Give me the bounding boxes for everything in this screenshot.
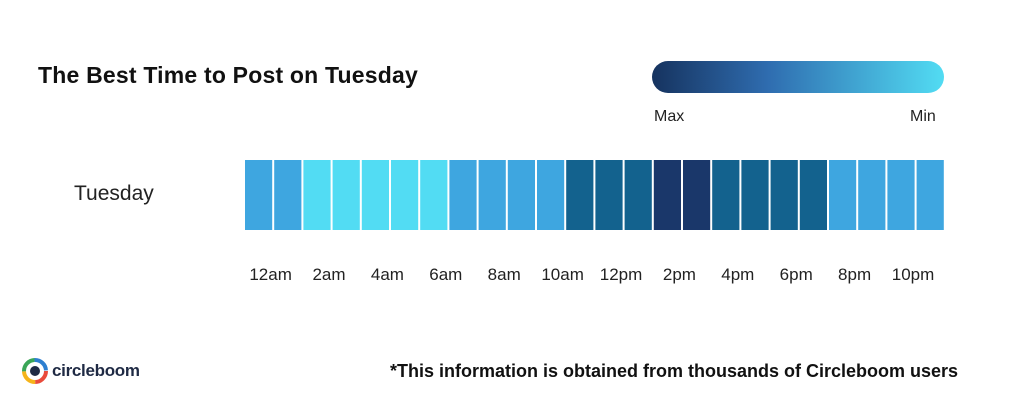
heatmap-cell-8am [478, 160, 506, 230]
heatmap-cell-12pm [595, 160, 623, 230]
x-tick-label-10pm: 10pm [892, 265, 935, 284]
x-tick-label-12pm: 12pm [600, 265, 643, 284]
legend-max-label: Max [654, 108, 685, 125]
logo-wordmark: circleboom [52, 361, 140, 380]
x-tick-label-8am: 8am [488, 265, 521, 284]
heatmap-cell-12am [245, 160, 273, 230]
x-tick-label-8pm: 8pm [838, 265, 871, 284]
heatmap-cell-6am [420, 160, 448, 230]
heatmap-cell-4pm [712, 160, 740, 230]
heatmap-cell-3am [332, 160, 360, 230]
legend-gradient-bar [652, 61, 944, 93]
heatmap-cell-1am [274, 160, 302, 230]
heatmap-cell-9pm [858, 160, 886, 230]
heatmap-cell-10pm [887, 160, 915, 230]
heatmap-cell-5pm [741, 160, 769, 230]
x-tick-label-2pm: 2pm [663, 265, 696, 284]
footnote: *This information is obtained from thous… [390, 361, 959, 381]
x-tick-label-6am: 6am [429, 265, 462, 284]
x-tick-label-10am: 10am [541, 265, 584, 284]
heatmap-cell-11am [566, 160, 594, 230]
heatmap-cell-6pm [770, 160, 798, 230]
x-tick-label-6pm: 6pm [780, 265, 813, 284]
heatmap-cell-8pm [829, 160, 857, 230]
chart-title: The Best Time to Post on Tuesday [38, 62, 419, 88]
legend-min-label: Min [910, 108, 936, 125]
x-tick-label-4pm: 4pm [721, 265, 754, 284]
heatmap-cell-2am [303, 160, 331, 230]
heatmap-cell-7am [449, 160, 477, 230]
heatmap-cell-10am [537, 160, 565, 230]
heatmap-cell-7pm [799, 160, 827, 230]
x-tick-label-2am: 2am [312, 265, 345, 284]
x-tick-label-12am: 12am [249, 265, 292, 284]
circleboom-logo: circleboom [22, 356, 140, 386]
heatmap-cell-5am [391, 160, 419, 230]
heatmap-cell-2pm [653, 160, 681, 230]
heatmap-row-label: Tuesday [74, 182, 154, 205]
heatmap-cell-4am [361, 160, 389, 230]
heatmap-cell-9am [507, 160, 535, 230]
x-tick-label-4am: 4am [371, 265, 404, 284]
heatmap-cell-3pm [683, 160, 711, 230]
heatmap-cell-1pm [624, 160, 652, 230]
circleboom-logo-icon [22, 358, 48, 384]
heatmap-cell-11pm [916, 160, 944, 230]
